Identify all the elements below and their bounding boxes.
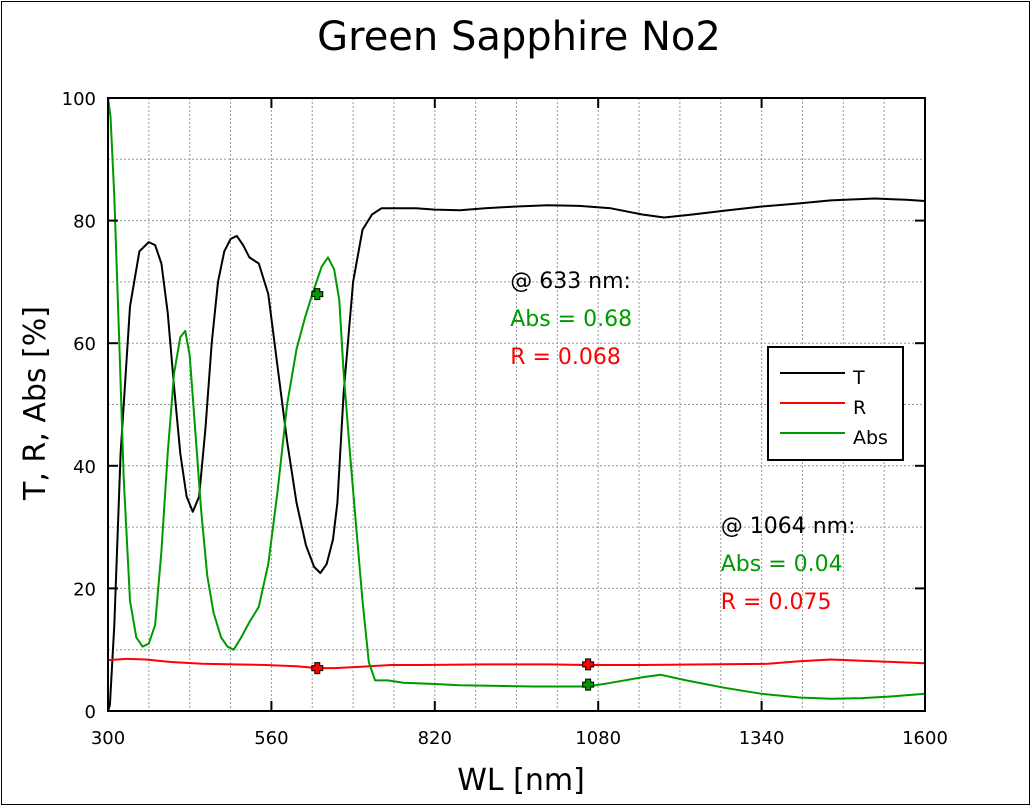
legend-label-t: T — [852, 367, 865, 389]
x-tick-label: 820 — [418, 728, 452, 749]
legend-label-r: R — [853, 397, 866, 419]
x-axis-label: WL [nm] — [457, 763, 585, 798]
series-line-abs — [107, 97, 926, 700]
data-marker-abs — [582, 678, 595, 691]
y-axis-label: T, R, Abs [%] — [18, 306, 53, 501]
annotation-0-line-1: Abs = 0.68 — [510, 307, 632, 332]
annotation-1-line-0: @ 1064 nm: — [721, 514, 856, 539]
x-tick-label: 1340 — [739, 728, 785, 749]
y-tick-label: 20 — [73, 579, 96, 600]
x-tick-label: 1600 — [902, 728, 948, 749]
data-marker-r — [311, 662, 324, 675]
plot-border — [107, 97, 926, 712]
y-tick-label: 40 — [73, 457, 96, 478]
annotation-0-line-2: R = 0.068 — [510, 345, 621, 370]
grid-lines — [108, 98, 925, 711]
chart-title: Green Sapphire No2 — [317, 14, 721, 60]
y-tick-label: 100 — [62, 89, 96, 110]
x-tick-label: 560 — [254, 728, 288, 749]
axis-ticks: 300 560 820 1080 1340 1600 0 20 40 60 80 100 — [62, 89, 948, 749]
annotations: @ 633 nm: Abs = 0.68 R = 0.068 @ 1064 nm: Ab… — [510, 269, 855, 615]
legend: T R Abs — [767, 346, 904, 461]
annotation-1-line-1: Abs = 0.04 — [721, 552, 843, 577]
annotation-0-line-0: @ 633 nm: — [510, 269, 631, 294]
x-tick-label: 1080 — [575, 728, 621, 749]
y-tick-label: 60 — [73, 334, 96, 355]
x-tick-label: 300 — [91, 728, 125, 749]
y-tick-label: 80 — [73, 212, 96, 233]
data-marker-r — [582, 658, 595, 671]
series-line-t — [107, 197, 926, 712]
annotation-1-line-2: R = 0.075 — [721, 590, 832, 615]
plot-lines — [107, 97, 926, 712]
data-marker-abs — [311, 288, 324, 301]
legend-label-abs: Abs — [853, 427, 888, 449]
y-tick-label: 0 — [85, 702, 96, 723]
series-line-r — [107, 657, 926, 670]
